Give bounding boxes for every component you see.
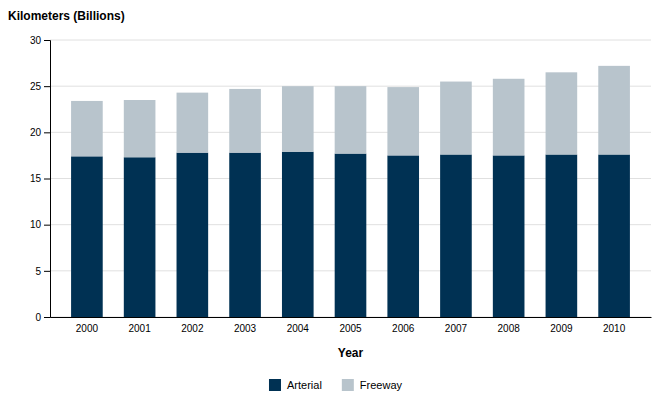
- bar: [387, 87, 419, 155]
- tick: 2003: [234, 323, 257, 334]
- tick-label: 10: [30, 219, 42, 230]
- tick-mark: [44, 86, 50, 87]
- tick-mark: [44, 271, 50, 272]
- legend-label: Arterial: [287, 379, 322, 391]
- bar: [440, 82, 472, 155]
- tick: 2008: [498, 323, 521, 334]
- tick-label: 2001: [128, 323, 151, 334]
- tick-label: 2000: [76, 323, 99, 334]
- tick: 2005: [339, 323, 362, 334]
- tick-label: 2009: [550, 323, 573, 334]
- bar: [177, 93, 209, 153]
- tick-label: 5: [35, 266, 41, 277]
- bar: [546, 72, 578, 154]
- bar: [387, 155, 419, 317]
- legend-label: Freeway: [360, 379, 403, 391]
- bar: [493, 79, 525, 156]
- bar: [440, 154, 472, 317]
- bar: [124, 100, 156, 157]
- bar-series: [71, 152, 630, 317]
- bar: [598, 66, 630, 155]
- tick-label: 2008: [498, 323, 521, 334]
- tick-label: 25: [30, 81, 42, 92]
- legend-swatch: [269, 379, 281, 391]
- tick-mark: [44, 179, 50, 180]
- bar: [282, 152, 314, 317]
- bar: [335, 154, 367, 317]
- tick: 2004: [287, 323, 310, 334]
- tick: 2002: [181, 323, 204, 334]
- tick-mark: [44, 132, 50, 133]
- tick: 10: [30, 219, 50, 230]
- bar: [71, 156, 103, 317]
- chart: 0 5 10 15 20 25 30 2000 2001 2002 2003 2004 2005 2006…: [0, 0, 671, 405]
- tick-label: 2007: [445, 323, 468, 334]
- tick: 20: [30, 127, 50, 138]
- bar: [598, 154, 630, 317]
- tick: 25: [30, 81, 50, 92]
- y-axis-title: Kilometers (Billions): [8, 9, 125, 23]
- bar: [546, 154, 578, 317]
- bar: [177, 153, 209, 317]
- bar: [229, 153, 261, 317]
- tick-label: 2010: [603, 323, 626, 334]
- bar-series: [71, 66, 630, 157]
- tick: 15: [30, 173, 50, 184]
- tick-mark: [44, 225, 50, 226]
- axis-line: [44, 41, 51, 318]
- tick-label: 2002: [181, 323, 204, 334]
- tick: 2006: [392, 323, 415, 334]
- x-axis-title: Year: [338, 346, 364, 360]
- bar: [282, 86, 314, 152]
- bar: [493, 155, 525, 317]
- legend-swatch: [342, 379, 354, 391]
- legend: Arterial Freeway: [269, 379, 403, 391]
- tick-label: 2004: [287, 323, 310, 334]
- tick: 30: [30, 35, 50, 46]
- grid-line: [50, 40, 651, 41]
- bar: [71, 101, 103, 156]
- tick-label: 0: [35, 312, 41, 323]
- tick: 0: [35, 312, 50, 323]
- axis-line: [51, 317, 652, 318]
- bar: [124, 157, 156, 317]
- bar: [229, 89, 261, 153]
- legend-item: Freeway: [342, 379, 403, 391]
- tick: 2007: [445, 323, 468, 334]
- legend-item: Arterial: [269, 379, 322, 391]
- tick: 2000: [76, 323, 99, 334]
- tick-label: 2006: [392, 323, 415, 334]
- tick: 2009: [550, 323, 573, 334]
- tick-mark: [44, 317, 50, 318]
- tick-label: 15: [30, 173, 42, 184]
- tick-label: 2003: [234, 323, 257, 334]
- bar: [335, 86, 367, 153]
- tick-mark: [44, 40, 50, 41]
- x-axis: 2000 2001 2002 2003 2004 2005 2006 2007 2008 2009…: [51, 318, 652, 335]
- y-axis: 0 5 10 15 20 25 30: [30, 35, 51, 323]
- tick-label: 30: [30, 35, 42, 46]
- tick-label: 2005: [339, 323, 362, 334]
- bars: [71, 66, 630, 317]
- tick: 2010: [603, 323, 626, 334]
- grid: [50, 40, 651, 317]
- tick: 2001: [128, 323, 151, 334]
- tick-label: 20: [30, 127, 42, 138]
- tick: 5: [35, 266, 50, 277]
